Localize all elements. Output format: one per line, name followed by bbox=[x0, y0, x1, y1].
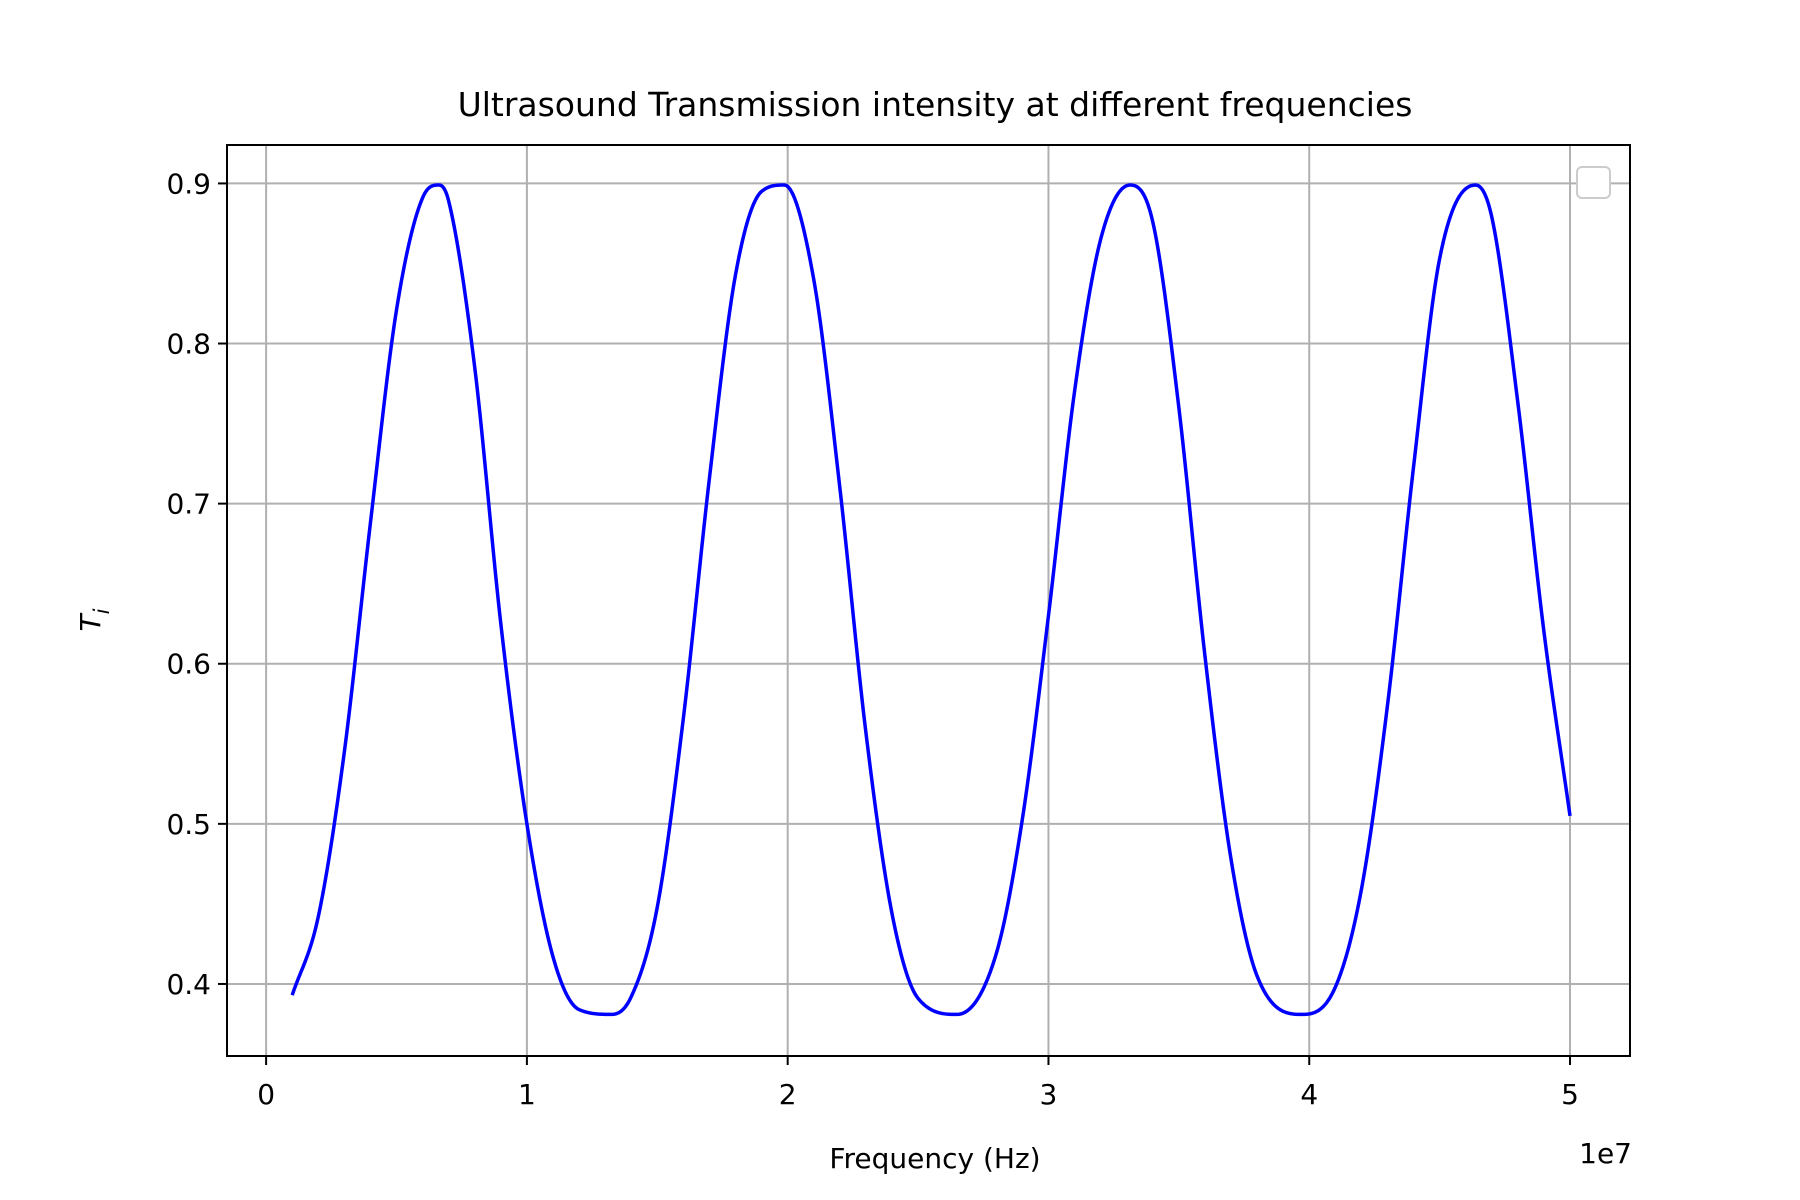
y-tick-label: 0.5 bbox=[166, 808, 211, 841]
y-tick-label: 0.9 bbox=[166, 167, 211, 200]
x-tick-label: 1 bbox=[518, 1078, 536, 1111]
y-tick-label: 0.7 bbox=[166, 488, 211, 521]
y-axis-label-main: T bbox=[74, 612, 107, 631]
x-axis: 0 1 2 3 4 5 bbox=[257, 1056, 1579, 1111]
y-tick-label: 0.8 bbox=[166, 328, 211, 361]
x-tick-label: 3 bbox=[1040, 1078, 1058, 1111]
x-tick-label: 4 bbox=[1300, 1078, 1318, 1111]
series-line bbox=[290, 183, 1572, 1017]
y-tick-label: 0.6 bbox=[166, 648, 211, 681]
y-axis-label: Ti bbox=[74, 608, 114, 631]
legend-box bbox=[1576, 166, 1611, 199]
x-tick-label: 5 bbox=[1561, 1078, 1579, 1111]
plot-frame bbox=[226, 144, 1631, 1057]
chart-title: Ultrasound Transmission intensity at dif… bbox=[458, 85, 1413, 124]
x-tick-label: 2 bbox=[779, 1078, 797, 1111]
y-axis: 0.4 0.5 0.6 0.7 0.8 0.9 bbox=[166, 167, 227, 1001]
x-axis-label: Frequency (Hz) bbox=[829, 1142, 1040, 1175]
x-tick-label: 0 bbox=[257, 1078, 275, 1111]
y-axis-label-subscript: i bbox=[90, 608, 114, 614]
grid bbox=[227, 145, 1630, 1056]
y-tick-label: 0.4 bbox=[166, 968, 211, 1001]
x-axis-offset-label: 1e7 bbox=[1579, 1137, 1632, 1170]
